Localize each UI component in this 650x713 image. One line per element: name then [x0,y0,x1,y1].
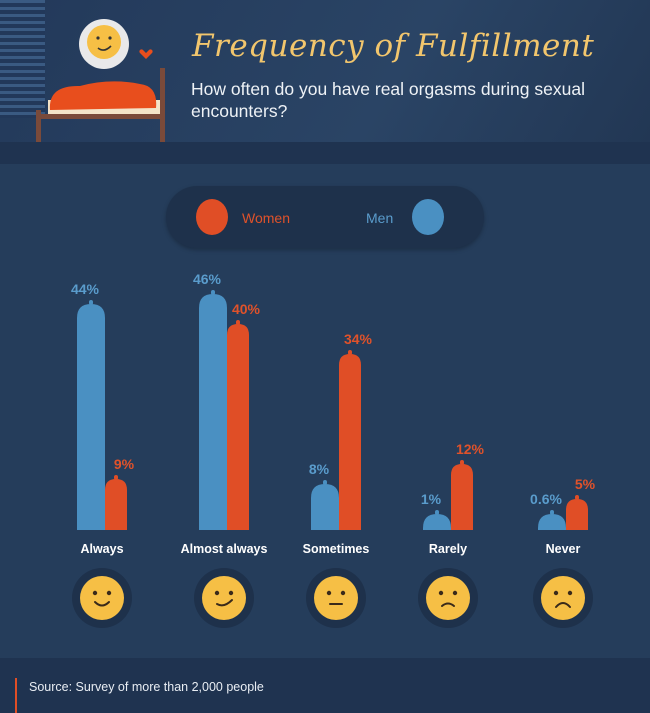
data-label: 8% [309,461,330,477]
data-label: 1% [421,491,442,507]
category-label: Sometimes [303,542,370,556]
smile-face-icon [80,576,124,620]
sad-face-icon [541,576,585,620]
smirk-face-icon [202,576,246,620]
mouth [555,602,571,608]
legend-women: Women [242,210,290,226]
woman-icon [196,199,228,235]
legend-men: Men [366,210,394,226]
data-label: 0.6% [530,491,562,507]
eye [214,590,220,596]
page-subtitle: How often do you have real orgasms durin… [191,79,585,121]
mouth [94,601,110,607]
data-label: 44% [71,281,100,297]
bar-tip [435,510,439,515]
bar-men [199,294,227,530]
bar-men [538,514,566,530]
data-label: 9% [114,456,135,472]
data-label: 5% [575,476,596,492]
bar-tip [575,495,579,500]
footer: Source: Survey of more than 2,000 people [0,658,650,713]
page-title: Frequency of Fulfillment [192,28,595,64]
header: Frequency of Fulfillment How often do yo… [0,0,650,142]
eye [340,590,346,596]
legend: Women Men [166,186,484,248]
category-label: Rarely [429,542,467,556]
divider-band [0,142,650,164]
bar-women [339,354,361,530]
eye [92,590,98,596]
bar-tip [114,475,118,480]
smirk-face-icon [87,25,121,59]
bar-men [311,484,339,530]
source-text: Source: Survey of more than 2,000 people [29,680,264,694]
eye [228,590,234,596]
bar-tip [460,460,464,465]
mouth [441,602,455,607]
bar-tip [550,510,554,515]
mouth [216,599,233,607]
bar-women [227,324,249,530]
bed-illustration [36,19,165,142]
category-label: Never [546,542,581,556]
eye [452,590,458,596]
window-blinds [0,0,45,118]
man-icon [412,199,444,235]
category-label: Almost always [181,542,268,556]
bar-chart: 9% 44% Always 40% 46% Almost always 34% 8% Somet… [71,271,596,628]
category-label: Always [80,542,123,556]
bar-women [566,499,588,530]
bar-tip [348,350,352,355]
bar-men [423,514,451,530]
bar-tip [323,480,327,485]
bar-tip [89,300,93,305]
neutral-face-icon [314,576,358,620]
data-label: 40% [232,301,261,317]
bar-tip [236,320,240,325]
data-label: 34% [344,331,373,347]
heart-icon [139,49,153,59]
data-label: 46% [193,271,222,287]
footer-accent [15,678,17,713]
bar-tip [211,290,215,295]
bar-men [77,304,105,530]
eye [567,590,573,596]
eye [326,590,332,596]
eye [106,590,112,596]
eye [438,590,444,596]
frown-face-icon [426,576,470,620]
bar-women [451,464,473,530]
eye [553,590,559,596]
bar-women [105,479,127,530]
data-label: 12% [456,441,485,457]
